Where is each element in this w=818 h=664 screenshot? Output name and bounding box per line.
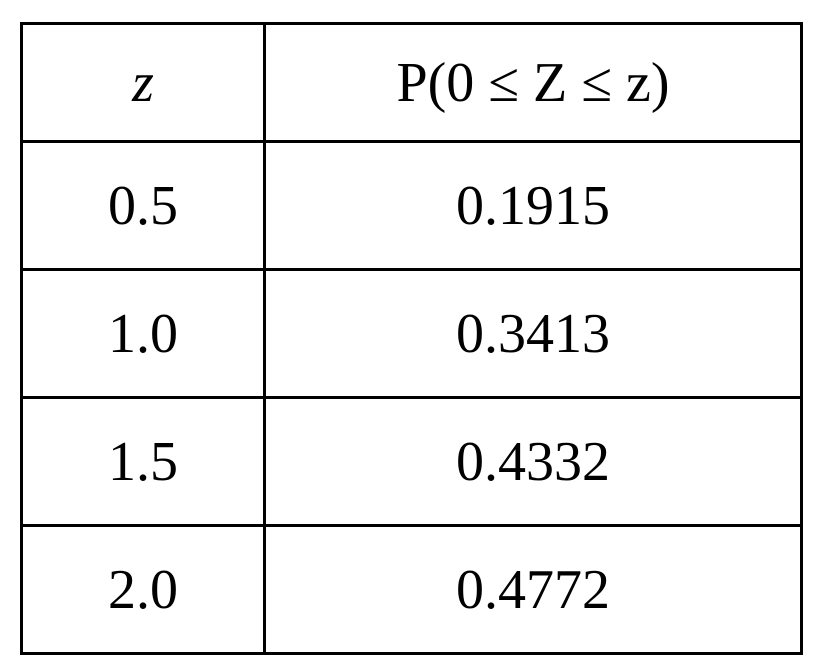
table-body: 0.5 0.1915 1.0 0.3413 1.5 0.4332 2.0 0.4772 [20, 140, 803, 655]
table-row: 2.0 0.4772 [20, 524, 803, 655]
z-cell: 1.5 [20, 396, 266, 527]
z-cell: 0.5 [20, 140, 266, 271]
probability-table: z P(0 ≤ Z ≤ z) 0.5 0.1915 1.0 0.3413 1.5 0.43… [20, 22, 803, 655]
probability-cell: 0.4772 [263, 524, 803, 655]
table-row: 0.5 0.1915 [20, 140, 803, 271]
table-row: 1.5 0.4332 [20, 396, 803, 527]
z-cell: 1.0 [20, 268, 266, 399]
table-row: 1.0 0.3413 [20, 268, 803, 399]
table-head: z P(0 ≤ Z ≤ z) [20, 22, 803, 143]
probability-cell: 0.4332 [263, 396, 803, 527]
probability-cell: 0.1915 [263, 140, 803, 271]
header-row: z P(0 ≤ Z ≤ z) [20, 22, 803, 143]
header-cell: P(0 ≤ Z ≤ z) [263, 22, 803, 143]
header-cell: z [20, 22, 266, 143]
z-cell: 2.0 [20, 524, 266, 655]
probability-cell: 0.3413 [263, 268, 803, 399]
table-container: z P(0 ≤ Z ≤ z) 0.5 0.1915 1.0 0.3413 1.5 0.43… [20, 22, 803, 655]
